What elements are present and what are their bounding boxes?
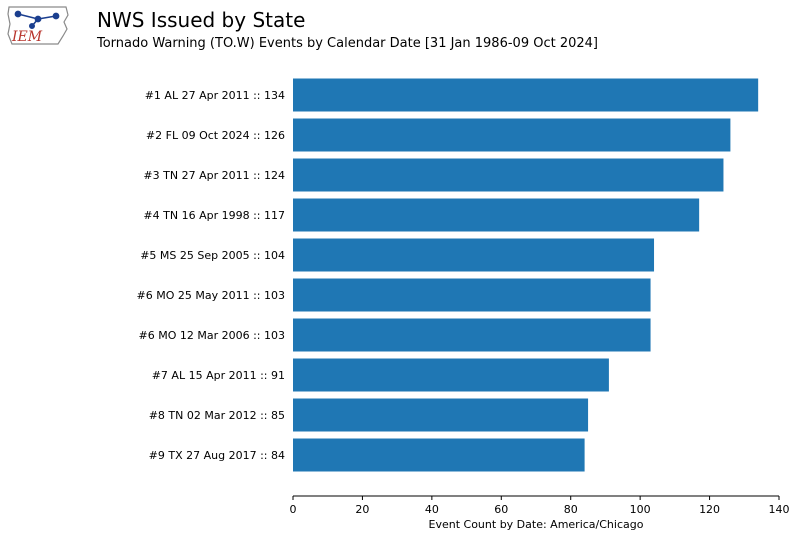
category-label-8: #7 AL 15 Apr 2011 :: 91 [152,369,285,382]
x-tick-label-20: 20 [355,503,369,516]
category-label-9: #8 TN 02 Mar 2012 :: 85 [149,409,285,422]
category-label-3: #3 TN 27 Apr 2011 :: 124 [143,169,285,182]
bar-5 [293,238,655,272]
bar-4 [293,198,700,232]
x-tick-label-40: 40 [425,503,439,516]
bar-2 [293,118,731,152]
bar-1 [293,78,759,112]
category-label-6: #6 MO 25 May 2011 :: 103 [137,289,285,302]
bars-layer [293,78,759,472]
iem-logo: IEM [7,6,69,45]
category-label-5: #5 MS 25 Sep 2005 :: 104 [140,249,285,262]
category-label-1: #1 AL 27 Apr 2011 :: 134 [145,89,285,102]
category-label-10: #9 TX 27 Aug 2017 :: 84 [149,449,285,462]
bar-8 [293,358,609,392]
category-labels: #1 AL 27 Apr 2011 :: 134#2 FL 09 Oct 202… [137,89,285,462]
x-tick-label-0: 0 [290,503,297,516]
x-tick-label-100: 100 [630,503,651,516]
x-axis-ticks: 0 20 40 60 80 100 120 140 [290,496,790,516]
logo-text: IEM [11,29,43,45]
x-tick-label-60: 60 [494,503,508,516]
station-network-icon [14,10,60,29]
bar-3 [293,158,724,192]
x-tick-label-140: 140 [769,503,790,516]
category-label-7: #6 MO 12 Mar 2006 :: 103 [139,329,286,342]
category-label-4: #4 TN 16 Apr 1998 :: 117 [143,209,285,222]
category-label-2: #2 FL 09 Oct 2024 :: 126 [146,129,285,142]
x-tick-label-80: 80 [564,503,578,516]
x-tick-label-120: 120 [699,503,720,516]
bar-10 [293,438,585,472]
bar-9 [293,398,589,432]
chart-title: NWS Issued by State [97,8,306,32]
bar-7 [293,318,651,352]
chart-subtitle: Tornado Warning (TO.W) Events by Calenda… [97,36,598,51]
x-axis-label: Event Count by Date: America/Chicago [429,518,644,531]
bar-6 [293,278,651,312]
